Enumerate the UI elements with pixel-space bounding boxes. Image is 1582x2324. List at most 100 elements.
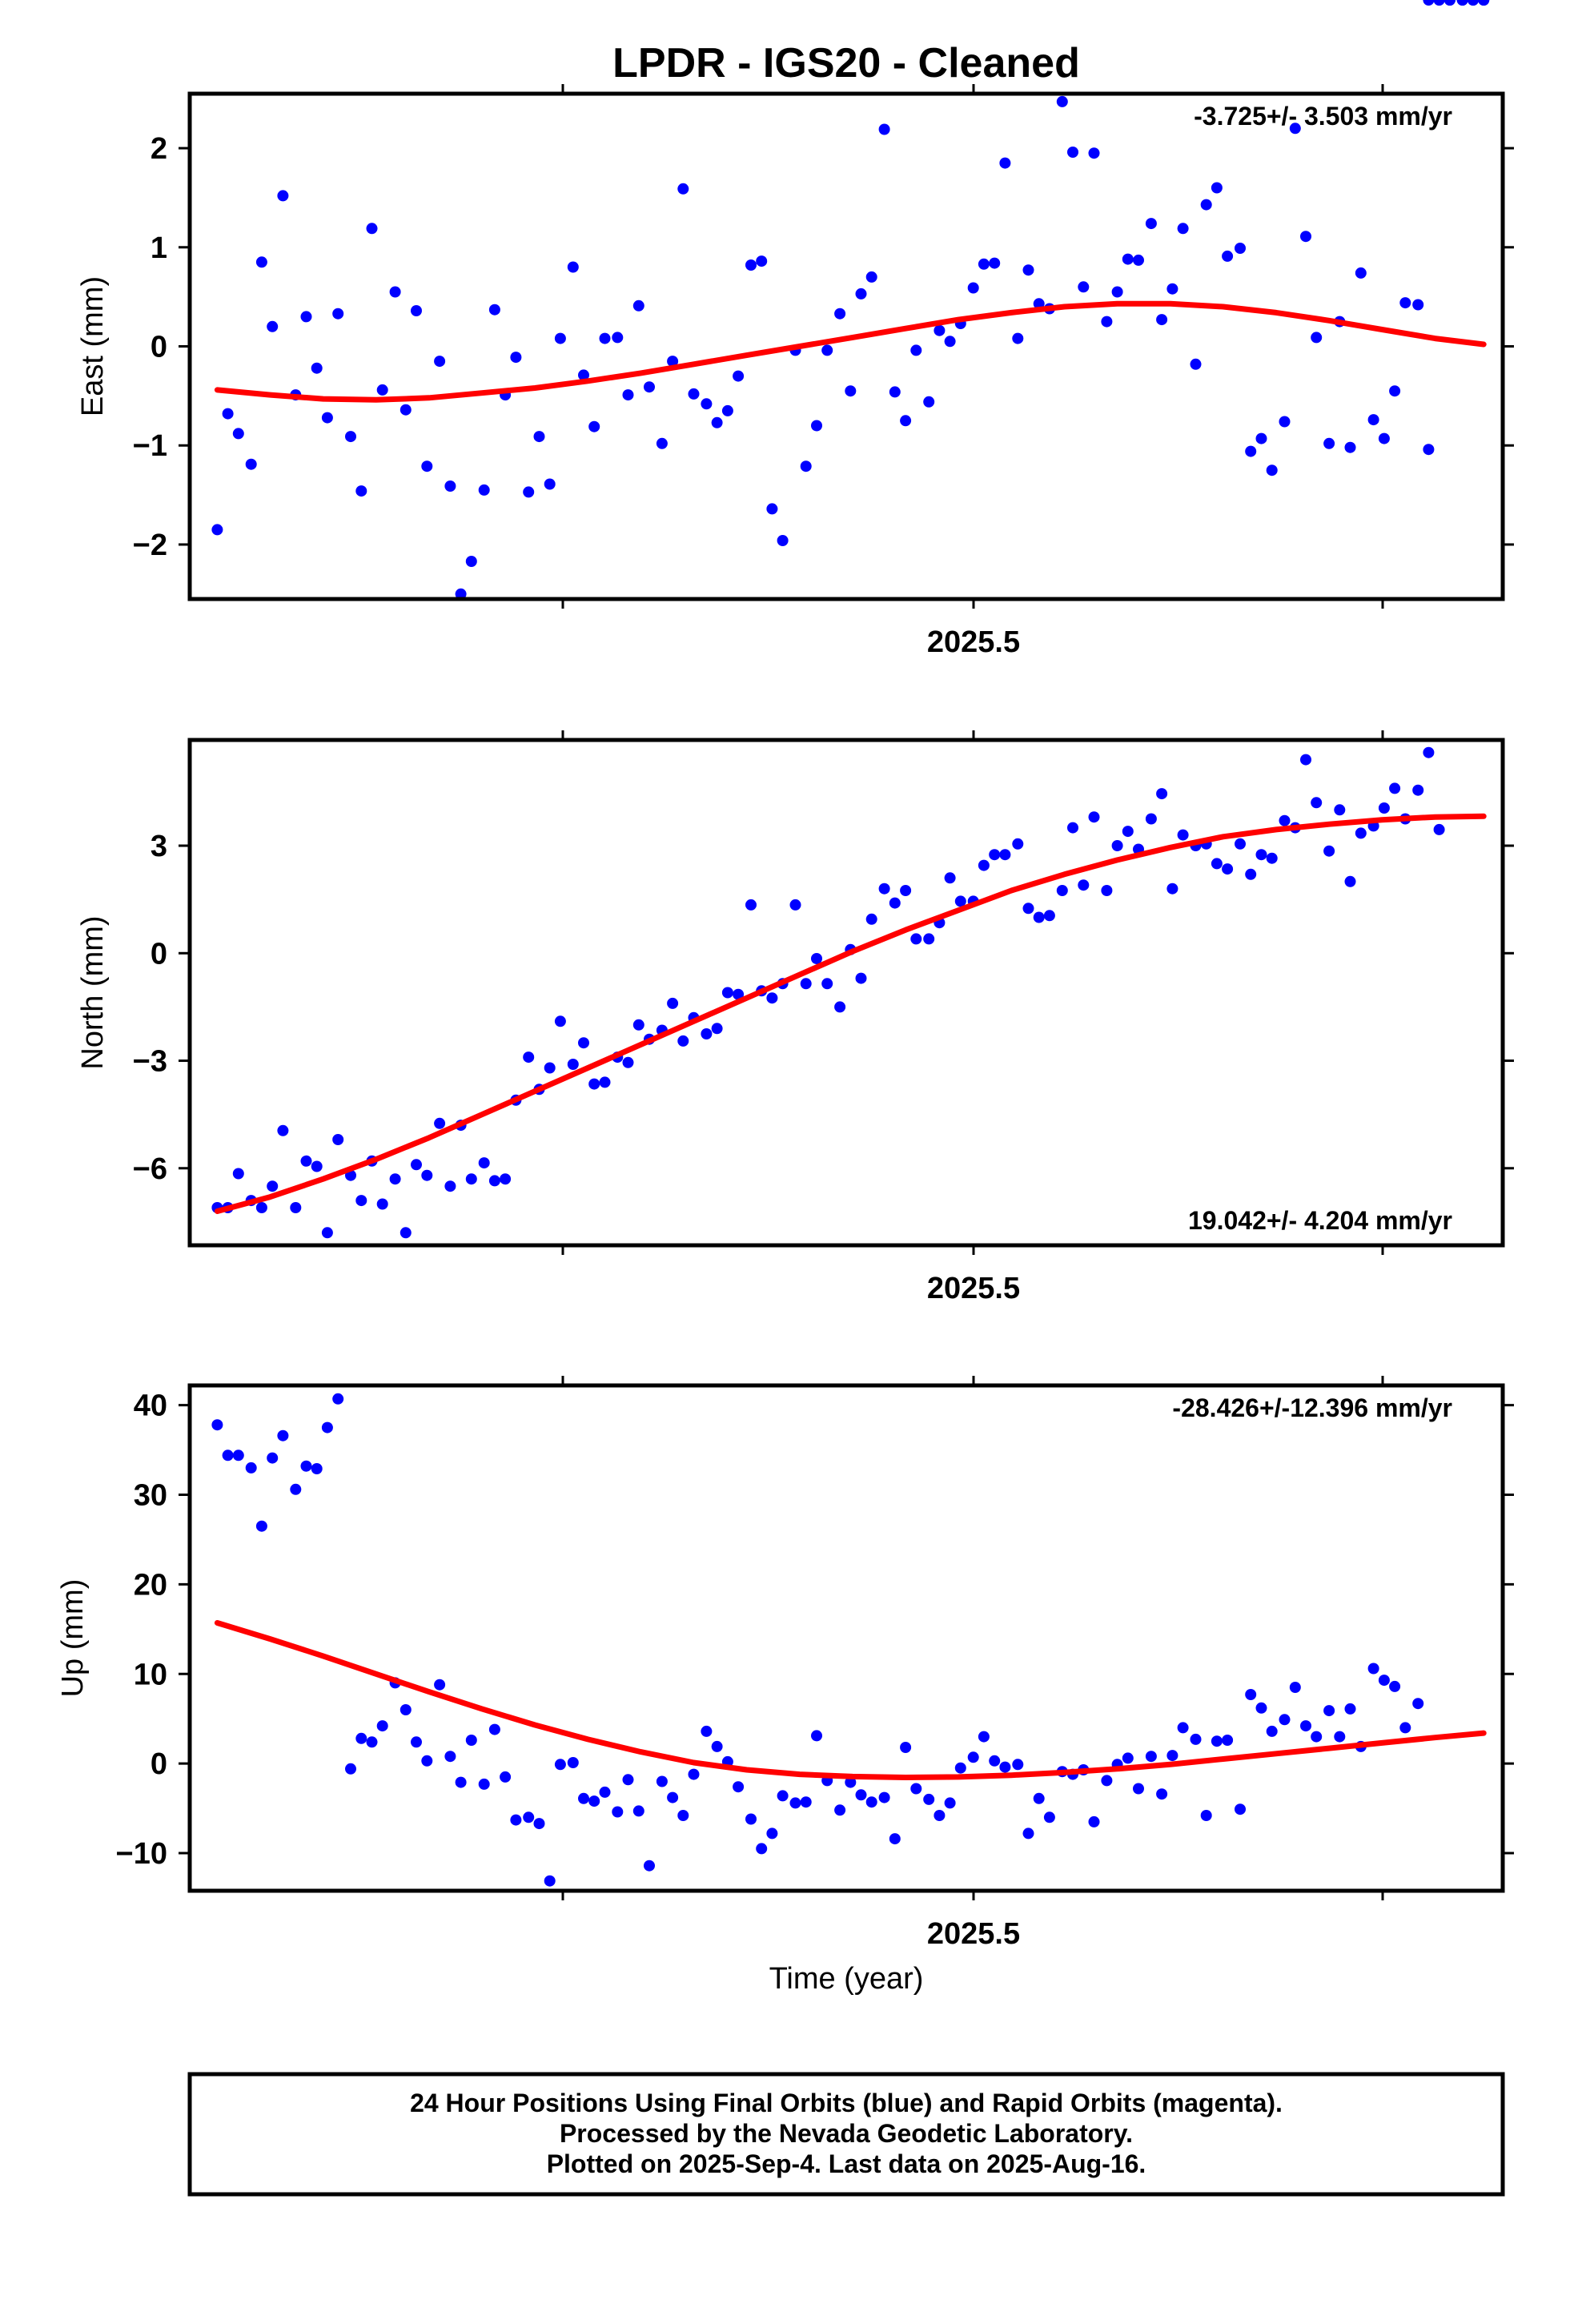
data-point (1078, 281, 1090, 293)
data-point (878, 883, 890, 895)
data-point (711, 416, 723, 428)
data-point (588, 420, 600, 432)
data-point (1334, 1731, 1346, 1743)
data-point (745, 259, 757, 271)
data-point (345, 1763, 356, 1775)
data-point (523, 1051, 535, 1063)
data-point (1067, 147, 1078, 158)
data-point (1355, 827, 1367, 839)
data-point (478, 484, 490, 496)
data-point (1022, 903, 1034, 915)
data-point (1456, 0, 1468, 6)
data-point (1389, 1680, 1401, 1692)
data-point (1111, 840, 1123, 851)
data-point (1156, 788, 1168, 800)
data-point (311, 362, 323, 374)
data-point (612, 1806, 624, 1818)
y-tick-label: 10 (134, 1658, 167, 1691)
data-point (745, 899, 757, 911)
data-point (488, 1723, 500, 1735)
data-point (1311, 1731, 1323, 1743)
data-point (1443, 0, 1456, 6)
data-point (444, 1180, 456, 1192)
data-point (389, 286, 401, 298)
data-point (578, 369, 589, 381)
data-point (989, 849, 1001, 861)
data-point (677, 1035, 689, 1047)
data-point (376, 1720, 388, 1732)
data-point (245, 1462, 257, 1474)
data-point (1122, 1752, 1134, 1764)
y-tick-label: −2 (133, 529, 167, 562)
data-point (421, 460, 433, 472)
data-point (1133, 254, 1144, 266)
data-point (1378, 432, 1390, 444)
data-point (1311, 332, 1323, 344)
data-point (999, 157, 1011, 169)
data-point (400, 1227, 412, 1239)
plot-frame (187, 738, 1505, 1248)
data-point (721, 404, 733, 416)
data-point (1323, 845, 1335, 857)
data-point (1478, 0, 1490, 6)
data-point (599, 1076, 611, 1088)
data-point (900, 885, 912, 896)
data-point (1101, 1775, 1113, 1787)
y-axis-label: North (mm) (76, 915, 110, 1069)
plot-frame (187, 91, 1505, 601)
data-point (1255, 432, 1267, 444)
data-point (222, 1449, 234, 1462)
x-axis-label: Time (year) (769, 1962, 924, 1996)
footer-line-1: 24 Hour Positions Using Final Orbits (bl… (410, 2089, 1283, 2117)
data-point (834, 308, 846, 320)
data-point (667, 1791, 679, 1803)
data-point (321, 412, 333, 424)
data-point (1222, 1735, 1234, 1746)
data-point (1279, 1714, 1291, 1726)
data-point (578, 1037, 589, 1049)
data-point (954, 895, 966, 907)
data-point (756, 255, 768, 267)
data-point (855, 1789, 867, 1801)
data-point (1067, 822, 1078, 834)
data-point (389, 1173, 401, 1185)
data-point (1433, 0, 1445, 6)
data-point (1122, 253, 1134, 265)
data-point (434, 356, 446, 368)
y-tick-label: 0 (151, 331, 167, 364)
data-point (923, 396, 935, 408)
data-point (1412, 1698, 1424, 1710)
data-point (766, 1827, 778, 1839)
data-point (999, 1761, 1011, 1773)
data-point (967, 282, 979, 294)
data-point (1177, 223, 1189, 235)
data-point (1300, 1720, 1311, 1732)
data-point (500, 1173, 512, 1185)
data-point (1145, 813, 1157, 825)
data-point (1245, 868, 1257, 880)
rate-annotation: -3.725+/- 3.503 mm/yr (1194, 102, 1452, 131)
data-point (889, 386, 901, 398)
data-point (865, 913, 877, 925)
y-tick-label: 0 (151, 937, 167, 971)
data-point (1012, 1759, 1024, 1771)
data-point (1423, 0, 1435, 6)
data-point (255, 256, 267, 268)
data-point (878, 1791, 890, 1803)
y-tick-label: −1 (133, 429, 167, 463)
data-point (889, 897, 901, 909)
data-point (1156, 1788, 1168, 1800)
rate-annotation: -28.426+/-12.396 mm/yr (1172, 1393, 1452, 1422)
data-point (488, 304, 500, 316)
data-point (1367, 414, 1379, 426)
data-point (1279, 814, 1291, 826)
data-point (910, 344, 922, 356)
data-point (232, 1168, 244, 1180)
data-point (1235, 1803, 1246, 1815)
x-tick-label: 2025.5 (927, 1917, 1020, 1951)
y-tick-label: −3 (133, 1045, 167, 1079)
data-point (622, 389, 634, 401)
data-point (455, 588, 467, 600)
